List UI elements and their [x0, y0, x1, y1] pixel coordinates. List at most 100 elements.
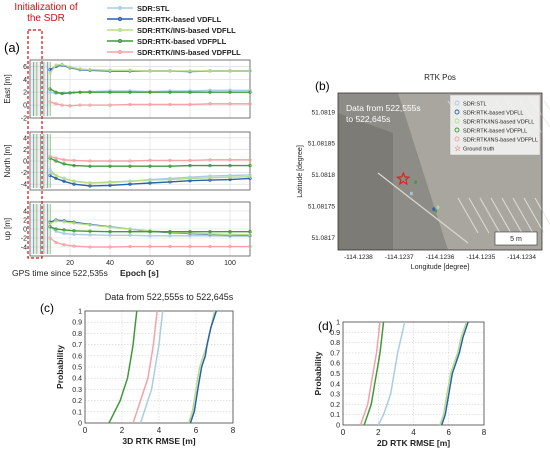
- xlabel-c: 3D RTK RMSE [m]: [122, 436, 195, 446]
- ytick-label-a0: 4: [23, 77, 27, 84]
- scale-bar-label: 5 m: [510, 236, 522, 243]
- series-point-rtk_vdfpll: [68, 91, 72, 95]
- series-point-rtk_ins_vdfpll: [62, 243, 66, 247]
- xtick-label-c: 0: [83, 426, 88, 435]
- legend-label-rtk_ins_vdfpll: SDR:RTK/INS-based VDFPLL: [137, 48, 241, 57]
- series-point-rtk_vdfpll: [108, 164, 112, 168]
- series-line-rtk_ins_vdfpll: [49, 237, 250, 248]
- legend-label-rtk_ins_vdfll: SDR:RTK/INS-based VDFLL: [137, 26, 236, 35]
- series-point-rtk_vdfpll: [248, 230, 252, 234]
- ytick-label-a0: 2: [23, 90, 27, 97]
- parking-line: [457, 197, 479, 234]
- panel-d-2d-cdf: 0 2 4 6 8 0 0.1 0.2 0.3 0.4 0.5 0.6 0.7 0.8 0.9 1 2D RTK…: [313, 320, 487, 449]
- legend-marker-b-rtk_vdfll: [454, 109, 460, 115]
- series-point-rtk_vdfpll: [54, 90, 58, 94]
- series-point-rtk_vdfpll: [108, 230, 112, 234]
- series-point-rtk_ins_vdfll: [72, 179, 76, 183]
- legend-star-icon: ☆: [454, 144, 461, 153]
- series-point-rtk_ins_vdfpll: [228, 244, 232, 249]
- xtick-label-d: 2: [376, 428, 381, 437]
- series-point-rtk_ins_vdfpll: [128, 159, 132, 163]
- xtick-label-b: -114.1236: [426, 254, 455, 261]
- series-point-rtk_ins_vdfll: [88, 68, 92, 72]
- legend-label-rtk_vdfll: SDR:RTK-based VDFLL: [137, 15, 222, 24]
- road-edge: [377, 172, 469, 244]
- ytick-label-c: 0.5: [72, 365, 82, 372]
- xtick-label-c: 4: [157, 426, 162, 435]
- ytick-label-d: 0.6: [330, 361, 340, 368]
- series-point-stl: [54, 229, 58, 233]
- panel-label-b: (b): [315, 79, 330, 93]
- series-point-stl: [72, 232, 76, 237]
- series-point-rtk_vdfpll: [108, 90, 112, 94]
- series-point-rtk_ins_vdfpll: [72, 158, 76, 163]
- series-point-rtk_ins_vdfll: [248, 233, 252, 237]
- axes-frame-c: [84, 310, 234, 424]
- series-point-rtk_vdfpll: [228, 90, 232, 94]
- series-point-rtk_ins_vdfpll: [228, 102, 232, 106]
- series-point-rtk_vdfpll: [62, 162, 66, 166]
- ytick-label-c: 0.4: [72, 376, 82, 383]
- init-annotation-line2: the SDR: [27, 13, 65, 24]
- series-point-rtk_vdfpll: [128, 164, 132, 168]
- series-point-stl: [148, 234, 152, 238]
- series-point-rtk_ins_vdfpll: [54, 156, 58, 160]
- series-point-rtk_ins_vdfll: [54, 63, 58, 67]
- building-shadow: [338, 113, 393, 250]
- series-point-rtk_vdfpll: [188, 90, 192, 94]
- ytick-label-d: 1: [336, 320, 340, 327]
- series-point-rtk_vdfpll: [148, 90, 152, 94]
- ytick-label-b: 51.08175: [308, 204, 335, 211]
- series-point-rtk_vdfpll: [168, 230, 172, 234]
- xtick-label-d: 8: [482, 428, 487, 437]
- ytick-label-a1: 0: [23, 159, 27, 166]
- series-point-rtk_ins_vdfll: [108, 68, 112, 72]
- legend-marker-rtk_ins_vdfpll: [117, 49, 123, 55]
- series-point-rtk_ins_vdfpll: [188, 158, 192, 163]
- parking-line: [543, 100, 550, 111]
- cdf-line-stl: [377, 321, 406, 426]
- ytick-label-d: 0.2: [330, 402, 340, 409]
- series-point-stl: [128, 233, 132, 237]
- series-point-rtk_ins_vdfll: [48, 221, 52, 226]
- legend-marker-stl: [117, 5, 123, 11]
- series-point-rtk_ins_vdfpll: [248, 244, 252, 249]
- legend-marker-b-stl: [454, 100, 460, 106]
- xtick-label-c: 2: [120, 426, 125, 435]
- series-point-stl: [248, 173, 252, 177]
- series-line-rtk_vdfpll: [49, 226, 250, 233]
- ytick-label-b: 51.0817: [312, 235, 336, 242]
- series-point-rtk_ins_vdfpll: [168, 102, 172, 107]
- series-point-rtk_vdfpll: [48, 225, 52, 229]
- legend-label-b-stl: SDR:STL: [463, 102, 487, 108]
- series-point-rtk_ins_vdfll: [248, 175, 252, 179]
- ylabel-d: Probability: [313, 351, 323, 395]
- series-point-rtk_ins_vdfll: [54, 173, 58, 178]
- panel-label-c: (c): [40, 301, 54, 315]
- series-point-rtk_vdfpll: [208, 163, 212, 168]
- series-point-rtk_ins_vdfll: [228, 69, 232, 73]
- xtick-label-b: -114.1237: [385, 254, 414, 261]
- series-point-rtk_ins_vdfll: [72, 221, 76, 225]
- xtick-label-c: 6: [194, 426, 199, 435]
- series-point-rtk_ins_vdfpll: [148, 102, 152, 107]
- xtick-label-a: 60: [146, 260, 154, 267]
- series-point-rtk_vdfpll: [128, 230, 132, 234]
- xtick-label-a: 20: [66, 260, 74, 267]
- series-point-rtk_ins_vdfll: [108, 180, 112, 185]
- cdf-line-stl: [139, 310, 164, 424]
- parking-line: [501, 197, 523, 234]
- ytick-label-d: 0: [336, 423, 340, 430]
- ytick-label-a2: 4: [23, 209, 27, 216]
- series-point-stl: [168, 234, 172, 238]
- parking-line: [512, 197, 534, 234]
- series-point-rtk_ins_vdfll: [88, 223, 92, 227]
- ytick-label-d: 0.3: [330, 392, 340, 399]
- annotation-b-line2: to 522,645s: [346, 114, 390, 124]
- ytick-label-b: 51.08185: [308, 141, 335, 148]
- legend-box-b: [449, 94, 541, 156]
- series-point-rtk_ins_vdfpll: [72, 244, 76, 248]
- series-point-rtk_ins_vdfpll: [48, 154, 52, 159]
